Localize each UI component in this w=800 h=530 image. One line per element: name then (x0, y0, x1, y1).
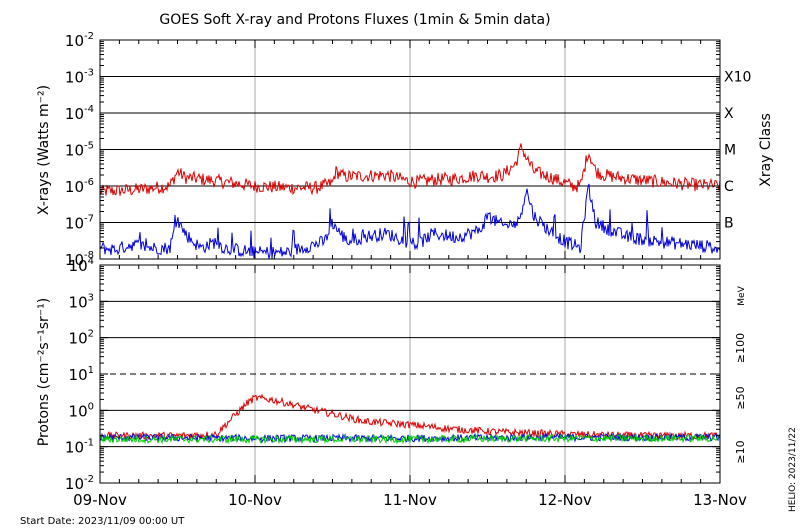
proton-panel: 104 103 102 101 100 10-1 10-2 MeV ≥100 ≥50 ≥10 (65, 256, 747, 493)
proton-legend-label: MeV (737, 285, 747, 305)
proton-ytick-label: 10-1 (65, 438, 94, 457)
xray-ytick-label: 10-3 (65, 68, 94, 87)
credit-label: HELIO: 2023/11/22 (788, 427, 798, 512)
xray-series-line (99, 183, 721, 260)
proton-legend-label: ≥50 (734, 386, 747, 409)
xray-ytick-label: 10-5 (65, 141, 94, 160)
proton-ytick-label: 103 (69, 292, 94, 311)
xray-class-axis-label: Xray Class (758, 113, 774, 187)
start-date-label: Start Date: 2023/11/09 00:00 UT (20, 516, 185, 527)
x-tick-label: 11-Nov (383, 491, 437, 509)
proton-legend-label: ≥100 (734, 333, 747, 363)
x-tick-label: 12-Nov (538, 491, 592, 509)
xray-ytick-label: 10-2 (65, 31, 94, 50)
proton-legend-label: ≥10 (734, 440, 747, 463)
xray-ytick-label: 10-4 (65, 104, 94, 123)
proton-ytick-label: 102 (69, 329, 94, 348)
x-tick-label: 09-Nov (73, 491, 127, 509)
chart-title: GOES Soft X-ray and Protons Fluxes (1min… (159, 12, 550, 28)
proton-ytick-label: 10-2 (65, 474, 94, 493)
proton-series-line (99, 432, 721, 445)
xray-ytick-label: 10-6 (65, 177, 94, 196)
xray-series-line (99, 143, 721, 196)
proton-ytick-label: 104 (69, 256, 94, 275)
xray-y-axis-label: X-rays (Watts m⁻²) (36, 85, 52, 215)
xray-class-label: B (724, 216, 734, 232)
xray-class-label: C (724, 179, 734, 195)
xray-ytick-label: 10-7 (65, 214, 94, 233)
xray-class-label: X10 (724, 70, 751, 86)
xray-class-label: X (724, 106, 734, 122)
proton-y-axis-label: Protons (cm⁻²s⁻¹sr⁻¹) (36, 298, 52, 447)
x-tick-label: 10-Nov (228, 491, 282, 509)
xray-ytick-label: 10-8 (65, 250, 94, 269)
proton-ytick-label: 100 (69, 401, 94, 420)
xray-panel: 10-2 10-3 10-4 10-5 10-6 10-7 10-8 X10 X M C B (65, 31, 751, 269)
x-tick-label: 13-Nov (693, 491, 747, 509)
xray-class-label: M (724, 143, 736, 159)
proton-ytick-label: 101 (69, 365, 94, 384)
x-tick-labels: 09-Nov 10-Nov 11-Nov 12-Nov 13-Nov (73, 491, 747, 509)
